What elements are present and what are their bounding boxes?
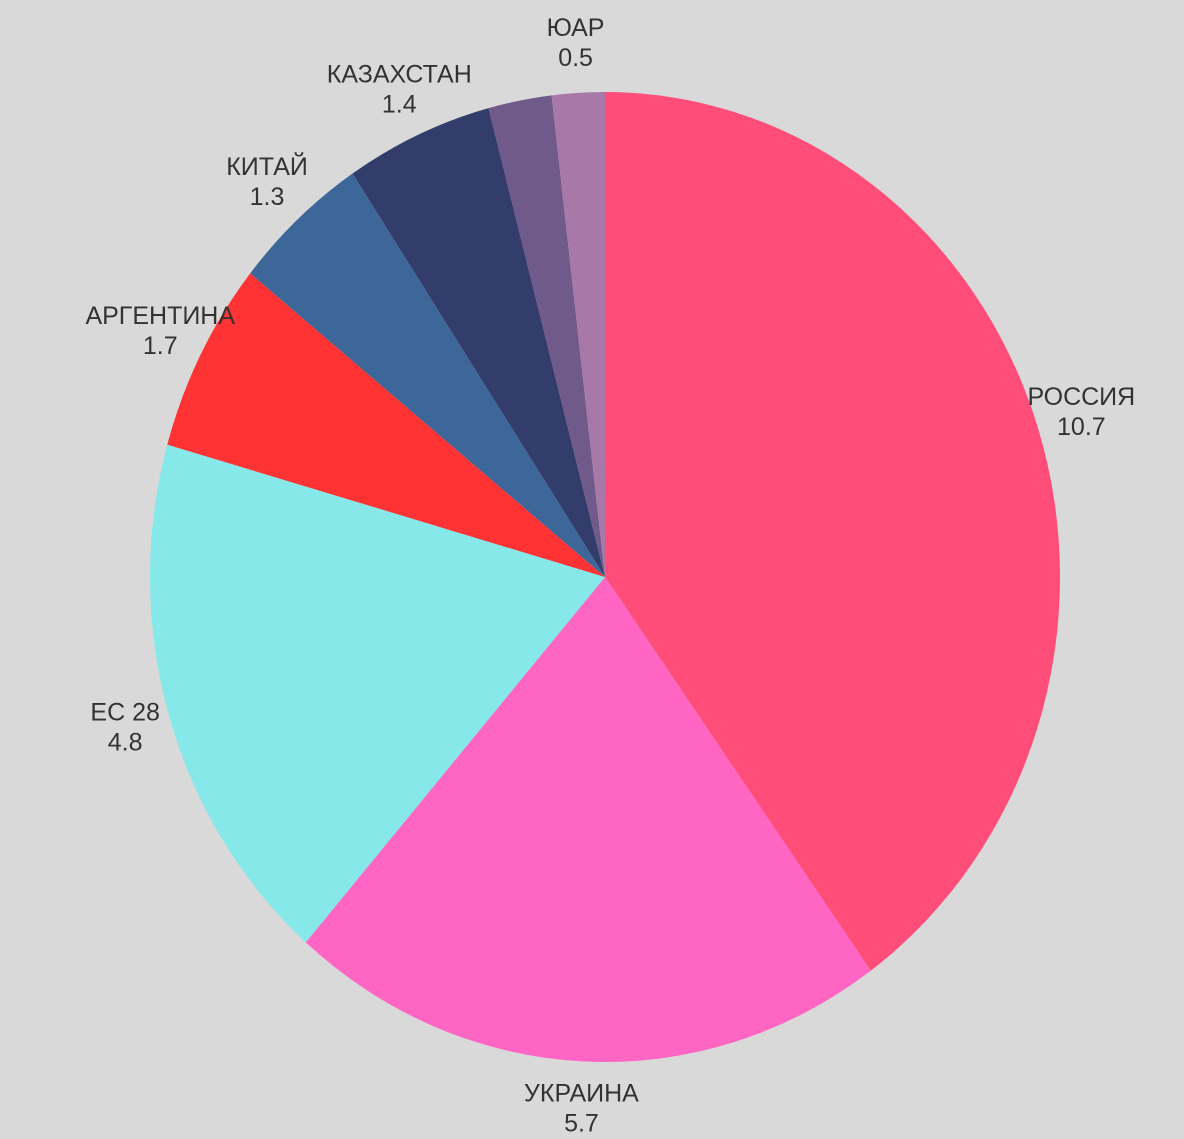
slice-value: 4.8 [108, 728, 143, 756]
pie-slice [250, 173, 605, 578]
slice-label: УКРАИНА [524, 1080, 639, 1108]
pie-slice [150, 444, 606, 943]
slice-value: 1.7 [143, 332, 178, 360]
slice-label: РОССИЯ [1028, 383, 1136, 411]
slice-label: ЮАР [547, 14, 605, 42]
slice-label: КАЗАХСТАН [327, 60, 472, 88]
slice-label: КИТАЙ [226, 151, 308, 181]
pie-slice [551, 92, 605, 577]
pie-slice [352, 108, 605, 577]
slice-value: 5.7 [564, 1110, 599, 1138]
slice-label: ЕС 28 [90, 698, 159, 726]
pie-slice [305, 577, 871, 1062]
slice-value: 1.3 [250, 183, 285, 211]
slice-value: 10.7 [1057, 413, 1106, 441]
pie-slice [488, 95, 605, 577]
pie-slice [167, 273, 605, 577]
slice-label: АРГЕНТИНА [85, 302, 235, 330]
slice-value: 0.5 [558, 44, 593, 72]
slice-value: 1.4 [382, 90, 417, 118]
pie-slice [605, 92, 1061, 971]
